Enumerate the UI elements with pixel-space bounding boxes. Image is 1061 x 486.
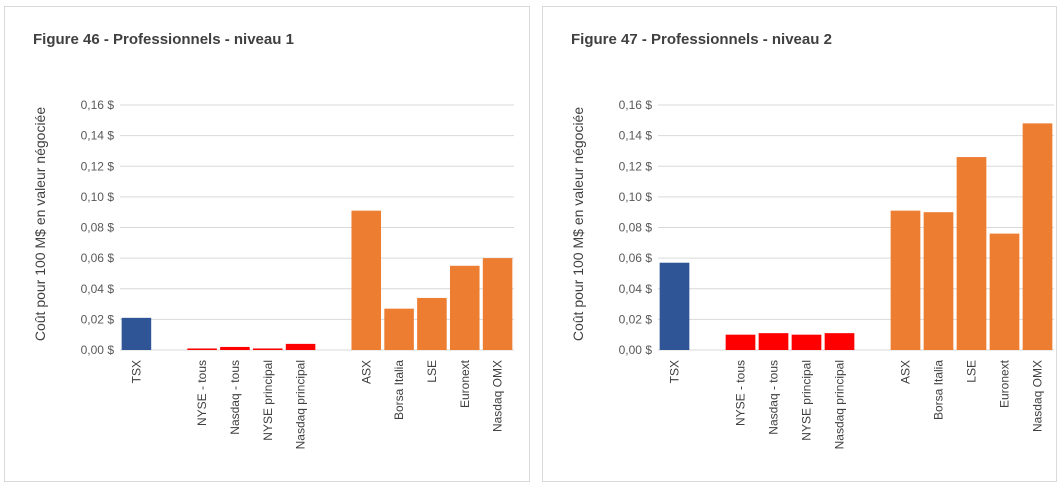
bar: [725, 334, 756, 350]
bar-chart-figure-46: Figure 46 - Professionnels - niveau 1 Co…: [32, 31, 514, 449]
bar: [121, 317, 152, 350]
y-tick-label: 0,06 $: [81, 251, 115, 265]
x-tick-label: LSE: [425, 360, 439, 383]
x-tick-label: Borsa Italia: [392, 360, 406, 420]
bar: [824, 333, 855, 350]
bar: [449, 265, 480, 350]
x-tick-label: Euronext: [458, 359, 472, 408]
y-tick-label: 0,02 $: [619, 312, 653, 326]
chart-panel-figure-46: Figure 46 - Professionnels - niveau 1 Co…: [4, 6, 530, 482]
bar: [252, 348, 283, 350]
y-tick-label: 0,14 $: [619, 129, 653, 143]
x-tick-label: TSX: [668, 360, 682, 383]
x-tick-label: Euronext: [998, 359, 1012, 408]
bar: [285, 343, 316, 350]
y-tick-label: 0,00 $: [619, 343, 653, 357]
x-tick-label: TSX: [129, 360, 143, 383]
y-tick-label: 0,10 $: [619, 190, 653, 204]
bar: [989, 233, 1020, 350]
x-tick-label: ASX: [899, 360, 913, 384]
chart-title: Figure 46 - Professionnels - niveau 1: [33, 31, 294, 48]
bar: [758, 333, 789, 350]
y-tick-label: 0,14 $: [81, 129, 115, 143]
y-tick-label: 0,10 $: [81, 190, 115, 204]
y-tick-label: 0,08 $: [81, 221, 115, 235]
y-tick-label: 0,16 $: [619, 98, 653, 112]
x-tick-label: NYSE - tous: [734, 360, 748, 426]
x-tick-label: ASX: [359, 360, 373, 384]
bar: [187, 348, 217, 350]
x-tick-label: Nasdaq OMX: [491, 360, 505, 432]
y-tick-label: 0,04 $: [619, 282, 653, 296]
bar: [1022, 123, 1053, 350]
x-tick-label: LSE: [965, 360, 979, 383]
bar: [417, 297, 447, 350]
y-tick-label: 0,08 $: [619, 221, 653, 235]
bar-chart-figure-47: Figure 47 - Professionnels - niveau 2 Co…: [570, 31, 1054, 449]
y-axis-label: Coût pour 100 M$ en valeur négociée: [570, 107, 586, 341]
chart-panel-figure-47: Figure 47 - Professionnels - niveau 2 Co…: [542, 6, 1057, 482]
y-tick-label: 0,06 $: [619, 251, 653, 265]
x-tick-label: NYSE principal: [261, 360, 275, 441]
y-tick-label: 0,00 $: [81, 343, 115, 357]
plot-area: 0,00 $ 0,02 $ 0,04 $ 0,06 $ 0,08 $ 0,10 $ 0,12…: [619, 98, 1054, 449]
y-tick-label: 0,16 $: [81, 98, 115, 112]
x-tick-label: Nasdaq OMX: [1031, 360, 1045, 432]
x-tick-label: NYSE - tous: [195, 360, 209, 426]
bar: [384, 308, 414, 350]
y-tick-label: 0,02 $: [81, 312, 115, 326]
y-tick-label: 0,12 $: [619, 159, 653, 173]
y-tick-label: 0,12 $: [81, 159, 115, 173]
x-tick-label: Nasdaq principal: [294, 360, 308, 449]
x-tick-label: Borsa Italia: [932, 360, 946, 420]
bar: [220, 346, 250, 350]
bar: [482, 258, 513, 350]
bar: [659, 262, 690, 350]
bar: [351, 210, 382, 350]
x-tick-label: Nasdaq principal: [833, 360, 847, 449]
chart-title: Figure 47 - Professionnels - niveau 2: [571, 31, 832, 48]
x-tick-label: NYSE principal: [800, 360, 814, 441]
bar: [956, 157, 987, 350]
bar: [890, 210, 921, 350]
x-tick-label: Nasdaq - tous: [228, 360, 242, 435]
plot-area: 0,00 $ 0,02 $ 0,04 $ 0,06 $ 0,08 $ 0,10 $ 0,12…: [81, 98, 514, 449]
bar: [791, 334, 822, 350]
x-tick-label: Nasdaq - tous: [767, 360, 781, 435]
y-axis-label: Coût pour 100 M$ en valeur négociée: [32, 107, 48, 341]
y-tick-label: 0,04 $: [81, 282, 115, 296]
bar: [923, 212, 954, 350]
